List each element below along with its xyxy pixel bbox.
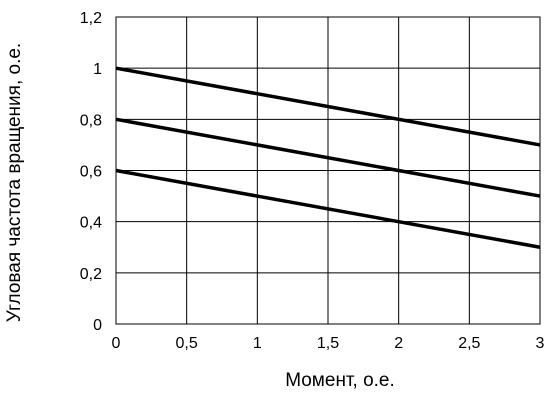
y-axis-ticks: 0 0,2 0,4 0,6 0,8 1 1,2 [80, 10, 102, 334]
y-tick-label: 1,2 [80, 10, 102, 27]
y-tick-label: 0,8 [80, 112, 102, 129]
series-line-2 [115, 117, 541, 198]
x-tick-label: 1,5 [317, 335, 339, 352]
y-tick-label: 0 [93, 317, 102, 334]
series-line-1 [115, 66, 541, 147]
grid [115, 16, 541, 325]
y-tick-label: 1 [93, 61, 102, 78]
series-group [115, 66, 541, 249]
x-tick-label: 1 [253, 335, 262, 352]
x-tick-label: 0,5 [176, 335, 198, 352]
y-axis-title: Угловая частота вращения, о.е. [4, 43, 25, 322]
series-line-3 [115, 168, 541, 249]
x-tick-label: 0 [112, 335, 121, 352]
x-axis-title: Момент, о.е. [285, 370, 395, 391]
y-tick-label: 0,6 [80, 164, 102, 181]
x-tick-label: 3 [536, 335, 545, 352]
x-tick-label: 2 [394, 335, 403, 352]
y-tick-label: 0,2 [80, 266, 102, 283]
x-tick-label: 2,5 [458, 335, 480, 352]
x-axis-ticks: 0 0,5 1 1,5 2 2,5 3 [112, 335, 545, 352]
y-tick-label: 0,4 [80, 215, 102, 232]
